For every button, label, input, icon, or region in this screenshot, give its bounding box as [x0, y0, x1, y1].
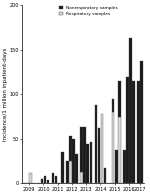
Bar: [80, 127, 83, 172]
Bar: [137, 81, 140, 183]
Bar: [69, 136, 72, 161]
Bar: [40, 179, 43, 183]
Bar: [104, 168, 106, 183]
Bar: [47, 180, 49, 183]
Bar: [118, 81, 121, 117]
Bar: [75, 154, 78, 183]
Bar: [66, 161, 69, 183]
Bar: [132, 81, 135, 183]
Bar: [44, 176, 46, 183]
Bar: [98, 128, 100, 183]
Bar: [129, 38, 132, 183]
Legend: Nonrespiratory samples, Respiratory samples: Nonrespiratory samples, Respiratory samp…: [59, 6, 118, 16]
Bar: [94, 105, 97, 183]
Bar: [52, 173, 54, 183]
Bar: [126, 77, 129, 183]
Bar: [83, 127, 86, 183]
Bar: [90, 142, 92, 183]
Bar: [118, 117, 121, 183]
Bar: [140, 61, 143, 183]
Bar: [112, 112, 114, 183]
Bar: [86, 144, 89, 183]
Bar: [55, 176, 57, 183]
Bar: [61, 152, 64, 183]
Bar: [80, 172, 83, 183]
Bar: [115, 150, 118, 183]
Bar: [101, 114, 103, 183]
Bar: [123, 150, 126, 183]
Y-axis label: Incidence/1 million inpatient-days: Incidence/1 million inpatient-days: [3, 48, 8, 141]
Bar: [112, 99, 114, 112]
Bar: [72, 139, 75, 183]
Bar: [69, 161, 72, 183]
Bar: [29, 173, 32, 183]
